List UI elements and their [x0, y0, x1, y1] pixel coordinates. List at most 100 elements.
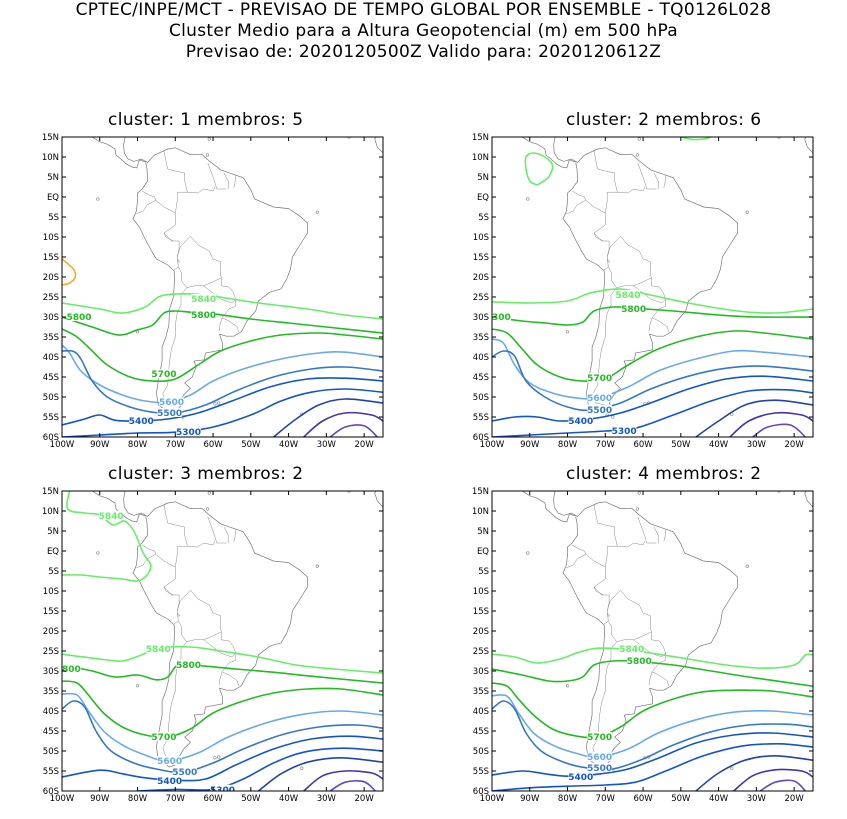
contour-line [62, 735, 383, 782]
country-border [223, 526, 229, 543]
lat-tick-label: 10N [42, 153, 59, 163]
lon-tick-label: 70W [166, 440, 186, 450]
lat-tick-label: 5S [48, 213, 59, 223]
country-border [221, 299, 239, 332]
lat-tick-label: 45S [473, 373, 489, 383]
contour-label: 800 [62, 665, 81, 675]
lon-tick-label: 100W [50, 794, 75, 804]
island [745, 210, 749, 214]
lon-tick-label: 30W [747, 794, 767, 804]
lat-tick-label: 45S [43, 727, 59, 737]
country-border [592, 641, 617, 761]
contour-label-bg [587, 404, 612, 414]
lake-titicaca [606, 258, 610, 263]
country-border [187, 186, 216, 194]
lat-tick-label: 60S [473, 433, 489, 443]
island [637, 137, 641, 141]
lon-tick-label: 20W [785, 440, 805, 450]
contour-line [62, 344, 383, 404]
island [213, 402, 217, 406]
country-border [178, 266, 222, 289]
contour-line [62, 680, 383, 739]
contour-label: 5800 [191, 311, 216, 321]
lon-tick-label: 70W [166, 794, 186, 804]
lon-tick-label: 80W [128, 794, 148, 804]
contour-line [62, 388, 383, 437]
lon-tick-label: 90W [90, 794, 110, 804]
contour-line [695, 754, 813, 791]
contour-label-bg [587, 392, 612, 402]
lat-tick-label: 55S [43, 767, 59, 777]
country-border [608, 266, 652, 289]
contour-line [62, 328, 383, 383]
country-border [207, 516, 214, 532]
lon-tick-label: 50W [241, 440, 261, 450]
lat-tick-label: 50S [43, 747, 59, 757]
country-border [606, 589, 652, 632]
contour-line [492, 694, 813, 758]
country-border [566, 190, 587, 215]
contour-line [492, 306, 813, 326]
country-border [608, 620, 652, 643]
lon-tick-label: 60W [203, 794, 223, 804]
contour-label: 5600 [587, 394, 612, 404]
contour-line [492, 659, 813, 687]
contour-label: 5700 [587, 733, 612, 743]
lon-tick-label: 100W [480, 440, 505, 450]
central-america-caribbean-coast [123, 137, 148, 163]
contour-label: 5800 [66, 313, 91, 323]
contour-line [492, 732, 813, 778]
country-border [663, 528, 666, 542]
lon-tick-label: 60W [633, 794, 653, 804]
country-border [605, 191, 618, 214]
country-border [233, 174, 236, 188]
contour-line [752, 423, 806, 437]
lat-tick-label: 20S [43, 273, 59, 283]
contour-label-bg [157, 408, 182, 417]
lat-tick-label: 10S [473, 587, 489, 597]
contour-line [137, 747, 383, 791]
country-border [593, 150, 618, 193]
panel-title: cluster: 1 membros: 5 [108, 110, 304, 130]
lat-tick-label: 45S [43, 373, 59, 383]
south-america-coastline [132, 501, 308, 768]
lat-tick-label: 35S [43, 687, 59, 697]
lat-tick-label: 30S [43, 313, 59, 323]
lat-tick-label: 10N [42, 507, 59, 517]
country-border [651, 653, 669, 686]
contour-line [62, 645, 383, 674]
lat-tick-label: 5N [477, 173, 489, 183]
lake-titicaca [176, 258, 180, 263]
map-frame [491, 136, 814, 438]
contour-line [273, 398, 383, 437]
island [635, 153, 639, 157]
contour-line [62, 700, 383, 774]
country-border [162, 287, 187, 407]
lon-tick-label: 70W [596, 794, 616, 804]
lon-tick-label: 40W [709, 794, 729, 804]
lon-tick-label: 40W [279, 794, 299, 804]
africa-coastline [374, 137, 383, 154]
country-border [663, 174, 666, 188]
contour-label: 5840 [191, 295, 216, 305]
lon-tick-label: 70W [596, 440, 616, 450]
island [96, 197, 100, 201]
lat-tick-label: 10N [472, 507, 489, 517]
lat-tick-label: 25S [473, 647, 489, 657]
lon-tick-label: 100W [50, 440, 75, 450]
contour-label: 5500 [587, 764, 612, 774]
contour-line [492, 375, 813, 422]
contour-label: 5840 [99, 512, 124, 522]
island [315, 210, 319, 214]
contour-label: 300 [492, 313, 511, 323]
lon-tick-label: 30W [747, 440, 767, 450]
contour-line [62, 292, 383, 320]
island [300, 766, 304, 770]
lat-tick-label: EQ [477, 547, 489, 557]
island [611, 415, 615, 419]
lat-tick-label: 40S [473, 707, 489, 717]
contour-label-bg [151, 369, 177, 379]
contour-label-bg [587, 732, 612, 741]
